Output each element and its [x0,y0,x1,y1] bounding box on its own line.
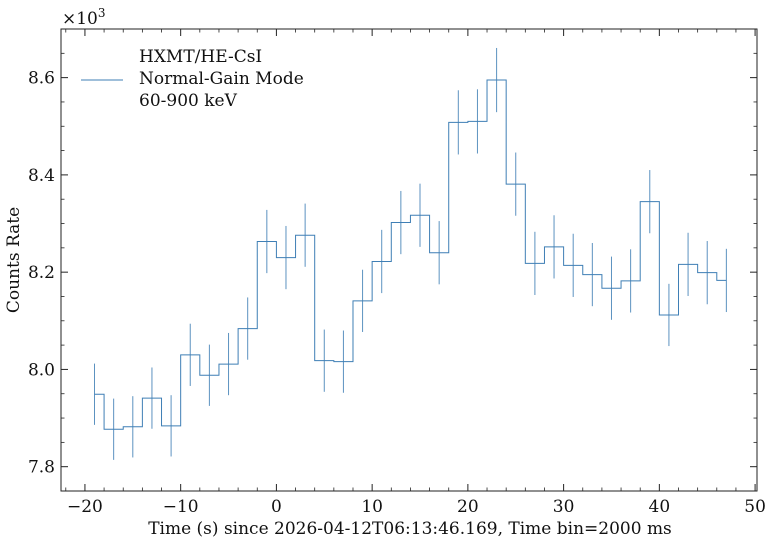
x-tick-label: 50 [744,497,766,517]
x-tick-label: 0 [271,497,282,517]
x-tick-label: 10 [361,497,383,517]
x-axis-label: Time (s) since 2026-04-12T06:13:46.169, … [148,519,672,539]
x-tick-label: 20 [457,497,479,517]
legend-line-1: HXMT/HE-CsI [139,47,262,67]
x-tick-label: −20 [67,497,103,517]
legend-line-2: Normal-Gain Mode [139,69,304,89]
legend: HXMT/HE-CsI Normal-Gain Mode 60-900 keV [81,47,304,111]
y-tick-label: 8.4 [28,166,55,186]
legend-line-3: 60-900 keV [139,91,238,111]
y-tick-label: 7.8 [28,458,55,478]
y-scale-multiplier: ×103 [62,6,106,29]
x-tick-label: −10 [163,497,199,517]
x-tick-label: 30 [553,497,575,517]
y-tick-label: 8.0 [28,360,55,380]
y-tick-label: 8.6 [28,69,55,89]
y-axis-label: Counts Rate [4,207,24,313]
step-line-series [94,79,727,430]
x-tick-label: 40 [649,497,671,517]
plot-frame [60,28,758,492]
y-tick-label: 8.2 [28,263,55,283]
y-scale-exponent: 3 [98,6,106,20]
